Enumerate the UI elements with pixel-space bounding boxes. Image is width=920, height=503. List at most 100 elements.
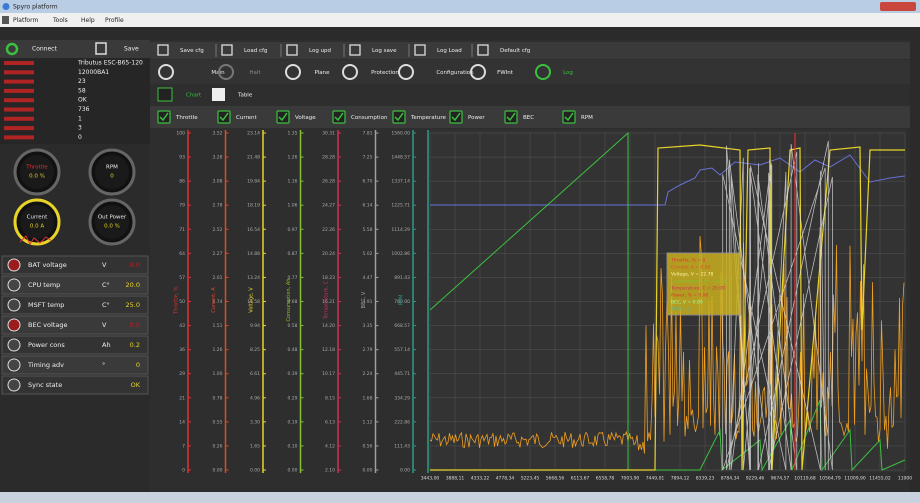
info-label [4,79,34,84]
info-value: 0 [78,134,82,141]
channel-checkbox[interactable] [392,110,406,124]
mode-button[interactable]: Protection [371,70,399,76]
channel-checkbox[interactable] [449,110,463,124]
axis-tick-label: 334.29 [394,395,410,401]
x-tick-label: 11900 [898,476,912,482]
channel-checkbox[interactable] [276,110,290,124]
mode-icon[interactable] [398,64,414,80]
mode-button[interactable]: FWInt [497,70,514,76]
mode-icon[interactable] [218,64,234,80]
check-mark [564,112,574,122]
x-tick-label: 9229,46 [746,476,765,482]
axis-tick-label: 7.25 [362,155,372,161]
axis-tick-label: 557.14 [394,347,410,353]
connect-icon[interactable] [5,42,19,56]
gauge-face [95,205,129,239]
status-row [1,295,149,315]
axis-tick-label: 14.88 [247,251,260,257]
axis-tick-label: 0.58 [287,323,297,329]
axis-tick-label: 0.00 [250,468,260,474]
toolbar-button[interactable]: Load cfg [244,48,267,54]
status-value: OK [131,381,141,389]
info-value: 3 [78,125,82,132]
status-row [1,315,149,335]
toolbar-icon[interactable] [349,44,361,56]
tab[interactable]: Table [237,93,253,99]
toolbar-button[interactable]: Log save [372,48,397,54]
channel-checkbox[interactable] [332,110,346,124]
mode-button[interactable]: Configuration [436,70,474,76]
app-icon [2,3,10,10]
toolbar-button[interactable]: Log upd [309,48,331,54]
axis-tick-label: 4.47 [362,275,372,281]
channel-label: Voltage [295,115,316,121]
axis-tick-label: 1.65 [250,443,260,449]
menu-item[interactable]: Profile [105,17,124,24]
axis-tick-label: 13.24 [247,275,260,281]
axis-tick-label: 16.21 [322,299,335,305]
status-row [1,335,149,355]
toolbar-button[interactable]: Save cfg [180,48,204,54]
channel-checkbox[interactable] [217,110,231,124]
menu-item[interactable]: Platform [13,17,38,24]
axis-tick-label: 1.12 [362,419,372,425]
axis-tick-label: 0.68 [287,299,297,305]
check-mark [394,112,404,122]
mode-icon[interactable] [535,64,551,80]
x-tick-label: 10119,68 [794,476,816,482]
axis-tick-label: 0.56 [362,443,372,449]
axis-title: Current, A [211,287,217,313]
channel-checkbox[interactable] [562,110,576,124]
axis-tick-label: 93 [179,155,185,161]
channel-label: BEC [523,115,534,121]
tab[interactable]: Chart [186,93,202,99]
channel-checkbox[interactable] [504,110,518,124]
mode-icon[interactable] [158,64,174,80]
axis-tick-label: 23.14 [247,131,260,137]
mode-button[interactable]: Halt [249,70,261,76]
tab-chart-icon[interactable] [157,87,173,102]
gauge-face [20,205,54,239]
left-bottom [0,398,150,492]
mode-button[interactable]: Log [563,70,573,76]
info-label [4,107,34,112]
x-tick-label: 8339,23 [696,476,715,482]
tooltip-line: BEC, V = 0.00 [671,300,703,306]
toolbar-icon[interactable] [286,44,298,56]
toolbar-button[interactable]: Default cfg [500,48,530,54]
toolbar-icon[interactable] [477,44,489,56]
info-label [4,126,34,131]
axis-tick-label: 222.86 [394,419,410,425]
toolbar-icon[interactable] [414,44,426,56]
mode-button[interactable]: Plane [314,70,330,76]
axis-tick-label: 1225.71 [391,203,410,209]
menu-bar [0,13,920,27]
x-tick-label: 10564,79 [819,476,841,482]
mode-icon[interactable] [470,64,486,80]
menu-item[interactable]: Help [81,17,95,24]
axis-tick-label: 21 [179,395,185,401]
toolbar-icon[interactable] [157,44,169,56]
gauge-label: Out Power [98,215,127,221]
mode-icon[interactable] [285,64,301,80]
channel-checkbox[interactable] [157,110,171,124]
toolbar-button[interactable]: Log Load [437,48,462,54]
save-button: Save [124,46,139,53]
save-icon[interactable] [95,42,107,55]
mode-icon[interactable] [342,64,358,80]
axis-tick-label: 0.39 [287,371,297,377]
axis-tick-label: 0.00 [400,468,410,474]
axis-title: Throttle, % [174,286,180,315]
gauge-label: Throttle [25,165,48,171]
close-button[interactable] [880,2,916,11]
gauge-face [20,155,54,189]
x-tick-label: 8784,34 [721,476,740,482]
axis-tick-label: 0.55 [212,419,222,425]
left-toolbar [0,40,150,58]
toolbar-icon[interactable] [221,44,233,56]
tooltip-line: RPM = 0 [671,307,690,313]
axis-tick-label: 50 [179,299,185,305]
axis-tick-label: 71 [179,227,185,233]
tab-table-icon[interactable] [212,88,225,101]
menu-item[interactable]: Tools [52,17,68,24]
